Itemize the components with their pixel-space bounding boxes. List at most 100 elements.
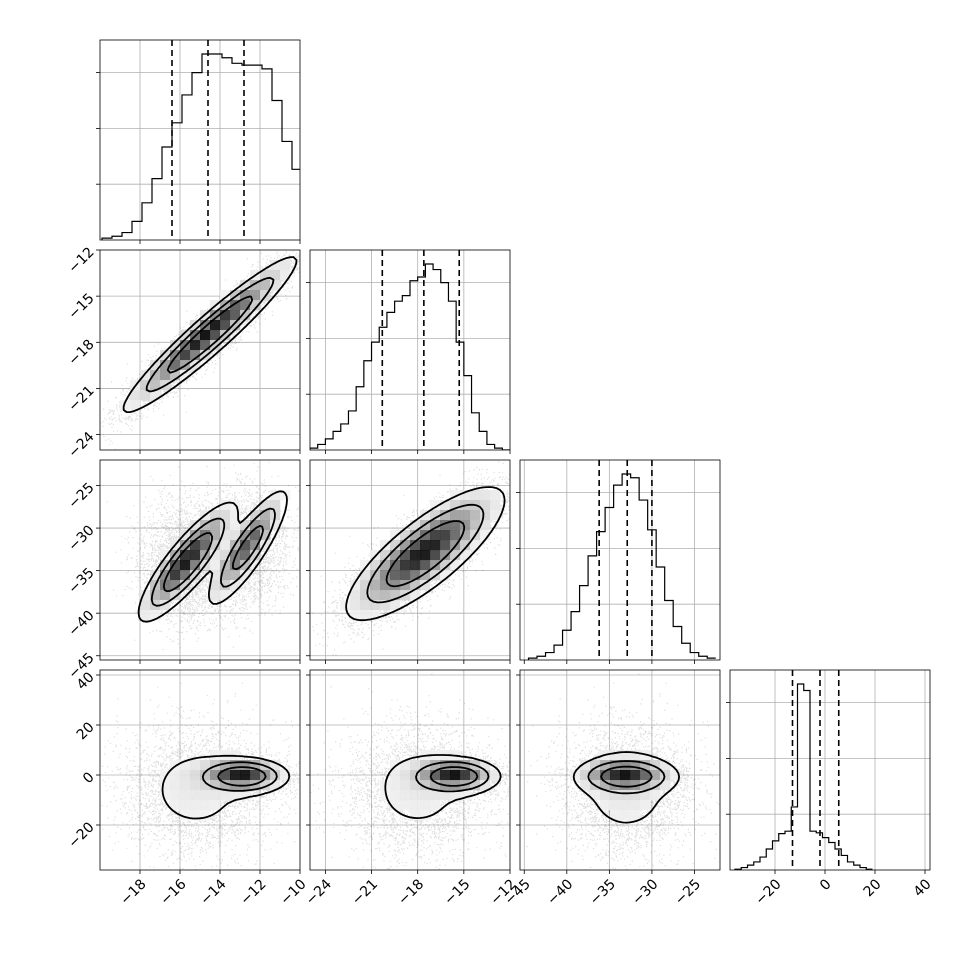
density-cell	[490, 490, 501, 501]
density-cell	[640, 760, 651, 771]
density-cell	[170, 590, 181, 601]
density-cell	[180, 550, 191, 561]
density-cell	[430, 760, 441, 771]
density-cell	[640, 770, 651, 781]
density-cell	[380, 550, 391, 561]
panel-frame	[519, 459, 721, 661]
density-cell	[630, 790, 641, 801]
density-cell	[390, 760, 401, 771]
density-cell	[470, 770, 481, 781]
density-cell	[390, 560, 401, 571]
density-cell	[180, 370, 191, 381]
density-cell	[140, 390, 151, 401]
density-cell	[250, 550, 261, 561]
density-cell	[240, 560, 251, 571]
pair-panel-2-3	[516, 669, 721, 874]
density-cell	[160, 360, 171, 371]
density-cell	[210, 580, 221, 591]
hist-panel-1	[306, 249, 511, 454]
density-cell	[400, 540, 411, 551]
density-cell	[400, 530, 411, 541]
density-cell	[190, 760, 201, 771]
density-cell	[450, 790, 461, 801]
density-cell	[440, 790, 451, 801]
density-cell	[240, 280, 251, 291]
density-cell	[200, 320, 211, 331]
density-cell	[210, 540, 221, 551]
density-cell	[280, 270, 291, 281]
density-cell	[460, 520, 471, 531]
density-cell	[250, 770, 261, 781]
density-cell	[400, 580, 411, 591]
density-cell	[430, 790, 441, 801]
contour-line	[150, 507, 276, 607]
density-cell	[140, 590, 151, 601]
density-cell	[380, 560, 391, 571]
density-cell	[400, 760, 411, 771]
density-cell	[450, 550, 461, 561]
contour-line	[345, 486, 506, 622]
density-cell	[360, 600, 371, 611]
density-cell	[190, 780, 201, 791]
density-cell	[470, 510, 481, 521]
density-cell	[160, 550, 171, 561]
density-cell	[190, 520, 201, 531]
density-cell	[190, 810, 201, 821]
x-tick-label: −18	[117, 876, 149, 908]
pair-panel-body	[100, 250, 300, 450]
density-cell	[390, 530, 401, 541]
density-cell	[230, 580, 241, 591]
density-cell	[420, 760, 431, 771]
density-cell	[220, 570, 231, 581]
density-cell	[230, 760, 241, 771]
density-cell	[230, 790, 241, 801]
density-cell	[400, 800, 411, 811]
density-cell	[380, 600, 391, 611]
density-cell	[150, 360, 161, 371]
density-cell	[180, 350, 191, 361]
density-cell	[660, 780, 671, 791]
density-cell	[440, 770, 451, 781]
density-cell	[150, 570, 161, 581]
density-cell	[210, 560, 221, 571]
density-cell	[460, 490, 471, 501]
density-cell	[420, 810, 431, 821]
density-cell	[360, 560, 371, 571]
contour-line	[162, 525, 264, 593]
density-cell	[660, 760, 671, 771]
contour-line	[201, 761, 278, 792]
density-cell	[580, 760, 591, 771]
density-cell	[180, 580, 191, 591]
pair-panel-0-2	[96, 459, 301, 664]
panel-frame	[309, 669, 511, 871]
density-cell	[230, 510, 241, 521]
density-cell	[200, 810, 211, 821]
density-cell	[400, 780, 411, 791]
density-cell	[250, 280, 261, 291]
density-cell	[400, 790, 411, 801]
density-cell	[410, 760, 421, 771]
density-cell	[430, 550, 441, 561]
y-tick-label: 0	[80, 769, 98, 787]
y-tick-label: −15	[65, 290, 97, 322]
density-cell	[430, 540, 441, 551]
panel-frame	[99, 249, 301, 451]
contour-line	[587, 760, 666, 795]
density-cell	[450, 500, 461, 511]
panel-frame	[99, 669, 301, 871]
density-cell	[190, 550, 201, 561]
density-cell	[250, 760, 261, 771]
density-cell	[620, 760, 631, 771]
density-cell	[430, 800, 441, 811]
density-cell	[390, 590, 401, 601]
density-cell	[490, 510, 501, 521]
density-cell	[210, 310, 221, 321]
density-cell	[240, 310, 251, 321]
density-cell	[210, 760, 221, 771]
density-cell	[420, 780, 431, 791]
x-tick-label: −10	[277, 876, 309, 908]
panel-frame	[519, 669, 721, 871]
density-cell	[200, 780, 211, 791]
density-cell	[210, 320, 221, 331]
